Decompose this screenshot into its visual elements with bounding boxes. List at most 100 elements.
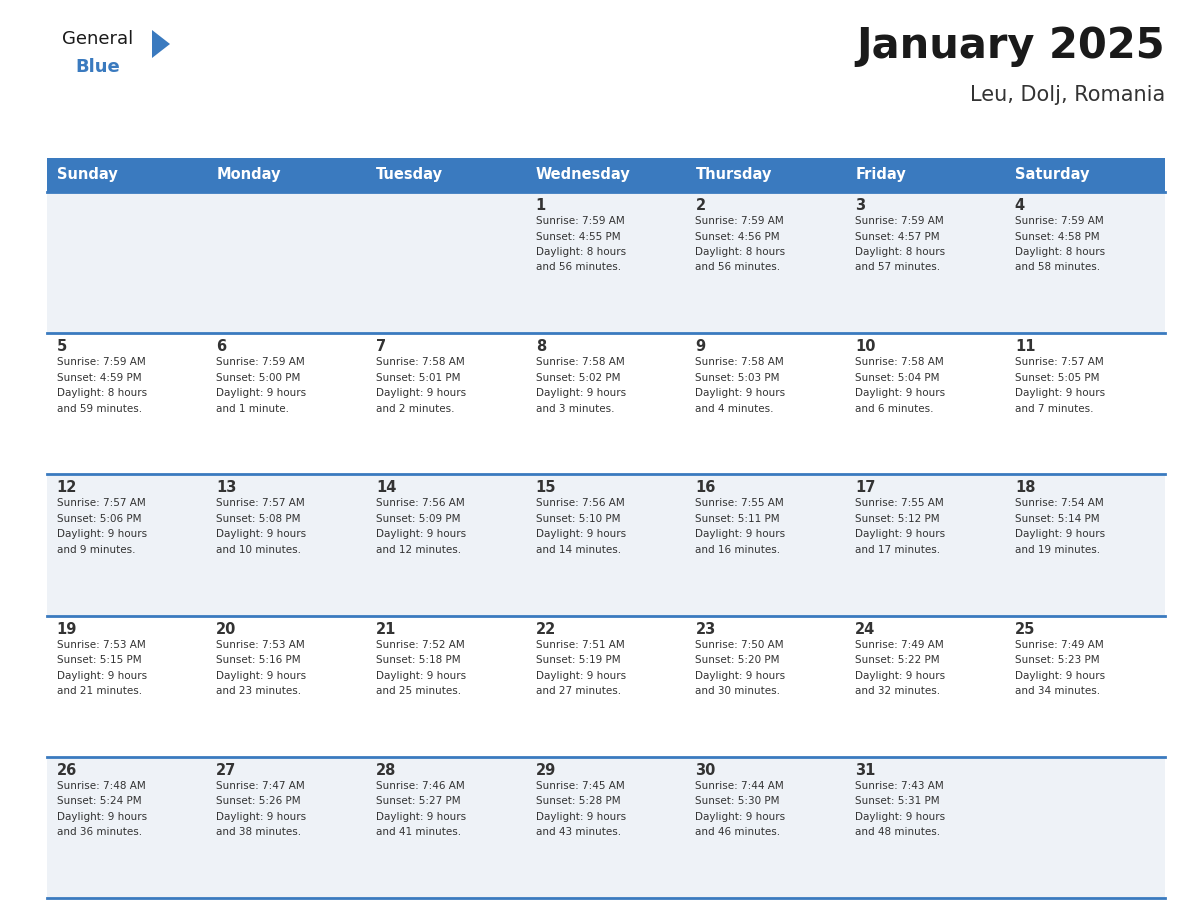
Text: General: General	[62, 30, 133, 48]
Text: 10: 10	[855, 339, 876, 354]
Text: 24: 24	[855, 621, 876, 636]
Text: and 16 minutes.: and 16 minutes.	[695, 545, 781, 554]
Text: Tuesday: Tuesday	[377, 167, 443, 183]
Text: Daylight: 9 hours: Daylight: 9 hours	[1015, 671, 1105, 680]
Bar	[207, 616, 366, 756]
Text: 8: 8	[536, 339, 546, 354]
Bar	[366, 158, 526, 192]
Text: Daylight: 9 hours: Daylight: 9 hours	[536, 671, 626, 680]
Text: and 46 minutes.: and 46 minutes.	[695, 827, 781, 837]
Text: Sunset: 5:03 PM: Sunset: 5:03 PM	[695, 373, 781, 383]
Text: Sunrise: 7:49 AM: Sunrise: 7:49 AM	[1015, 640, 1104, 650]
Text: and 7 minutes.: and 7 minutes.	[1015, 404, 1093, 414]
Text: Daylight: 9 hours: Daylight: 9 hours	[57, 530, 146, 540]
Text: Sunrise: 7:59 AM: Sunrise: 7:59 AM	[57, 357, 145, 367]
Text: 29: 29	[536, 763, 556, 778]
Text: Sunset: 5:05 PM: Sunset: 5:05 PM	[1015, 373, 1099, 383]
Text: 4: 4	[1015, 198, 1025, 213]
Bar	[685, 756, 846, 898]
Text: Sunrise: 7:44 AM: Sunrise: 7:44 AM	[695, 781, 784, 790]
Text: Daylight: 9 hours: Daylight: 9 hours	[695, 530, 785, 540]
Text: 12: 12	[57, 480, 77, 496]
Text: Daylight: 9 hours: Daylight: 9 hours	[57, 812, 146, 822]
Text: and 27 minutes.: and 27 minutes.	[536, 686, 621, 696]
Text: Sunset: 5:09 PM: Sunset: 5:09 PM	[377, 514, 461, 524]
Text: Sunset: 5:06 PM: Sunset: 5:06 PM	[57, 514, 141, 524]
Text: Sunset: 4:55 PM: Sunset: 4:55 PM	[536, 231, 620, 241]
Text: and 38 minutes.: and 38 minutes.	[216, 827, 302, 837]
Text: Sunset: 4:58 PM: Sunset: 4:58 PM	[1015, 231, 1099, 241]
Bar	[526, 192, 685, 333]
Text: and 57 minutes.: and 57 minutes.	[855, 263, 940, 273]
Text: Daylight: 8 hours: Daylight: 8 hours	[855, 247, 946, 257]
Bar	[366, 756, 526, 898]
Text: 16: 16	[695, 480, 716, 496]
Text: Sunrise: 7:59 AM: Sunrise: 7:59 AM	[695, 216, 784, 226]
Text: and 25 minutes.: and 25 minutes.	[377, 686, 461, 696]
Text: Sunset: 5:04 PM: Sunset: 5:04 PM	[855, 373, 940, 383]
Text: and 36 minutes.: and 36 minutes.	[57, 827, 141, 837]
Text: Sunrise: 7:46 AM: Sunrise: 7:46 AM	[377, 781, 465, 790]
Text: Sunrise: 7:58 AM: Sunrise: 7:58 AM	[695, 357, 784, 367]
Text: Daylight: 9 hours: Daylight: 9 hours	[1015, 388, 1105, 398]
Text: Sunset: 5:01 PM: Sunset: 5:01 PM	[377, 373, 461, 383]
Text: Sunset: 5:31 PM: Sunset: 5:31 PM	[855, 796, 940, 806]
Bar	[846, 333, 1005, 475]
Text: 31: 31	[855, 763, 876, 778]
Text: 5: 5	[57, 339, 67, 354]
Text: Daylight: 9 hours: Daylight: 9 hours	[536, 812, 626, 822]
Text: and 58 minutes.: and 58 minutes.	[1015, 263, 1100, 273]
Text: Sunrise: 7:59 AM: Sunrise: 7:59 AM	[536, 216, 625, 226]
Bar	[207, 475, 366, 616]
Text: and 56 minutes.: and 56 minutes.	[695, 263, 781, 273]
Bar	[1005, 333, 1165, 475]
Text: 30: 30	[695, 763, 716, 778]
Bar	[366, 192, 526, 333]
Bar	[48, 616, 207, 756]
Text: Daylight: 9 hours: Daylight: 9 hours	[216, 812, 307, 822]
Bar	[48, 475, 207, 616]
Text: Sunset: 4:56 PM: Sunset: 4:56 PM	[695, 231, 781, 241]
Text: Sunrise: 7:54 AM: Sunrise: 7:54 AM	[1015, 498, 1104, 509]
Text: Sunset: 5:08 PM: Sunset: 5:08 PM	[216, 514, 301, 524]
Text: Daylight: 9 hours: Daylight: 9 hours	[536, 530, 626, 540]
Text: Sunset: 5:11 PM: Sunset: 5:11 PM	[695, 514, 781, 524]
Text: Sunset: 5:23 PM: Sunset: 5:23 PM	[1015, 655, 1099, 666]
Text: 14: 14	[377, 480, 397, 496]
Bar	[366, 333, 526, 475]
Text: Daylight: 8 hours: Daylight: 8 hours	[695, 247, 785, 257]
Text: Daylight: 9 hours: Daylight: 9 hours	[855, 388, 946, 398]
Bar	[685, 475, 846, 616]
Bar	[685, 333, 846, 475]
Text: 6: 6	[216, 339, 227, 354]
Text: and 23 minutes.: and 23 minutes.	[216, 686, 302, 696]
Text: Daylight: 9 hours: Daylight: 9 hours	[377, 530, 466, 540]
Text: Daylight: 9 hours: Daylight: 9 hours	[855, 530, 946, 540]
Text: Sunday: Sunday	[57, 167, 118, 183]
Text: Saturday: Saturday	[1015, 167, 1089, 183]
Text: and 59 minutes.: and 59 minutes.	[57, 404, 141, 414]
Text: and 43 minutes.: and 43 minutes.	[536, 827, 621, 837]
Text: 13: 13	[216, 480, 236, 496]
Text: 20: 20	[216, 621, 236, 636]
Bar	[366, 475, 526, 616]
Text: Monday: Monday	[216, 167, 280, 183]
Text: Daylight: 9 hours: Daylight: 9 hours	[377, 671, 466, 680]
Text: Daylight: 9 hours: Daylight: 9 hours	[855, 671, 946, 680]
Text: Sunrise: 7:56 AM: Sunrise: 7:56 AM	[536, 498, 625, 509]
Text: Sunset: 5:00 PM: Sunset: 5:00 PM	[216, 373, 301, 383]
Text: Daylight: 9 hours: Daylight: 9 hours	[1015, 530, 1105, 540]
Text: and 10 minutes.: and 10 minutes.	[216, 545, 302, 554]
Text: Sunset: 4:59 PM: Sunset: 4:59 PM	[57, 373, 141, 383]
Text: Sunrise: 7:58 AM: Sunrise: 7:58 AM	[377, 357, 465, 367]
Text: Daylight: 9 hours: Daylight: 9 hours	[377, 812, 466, 822]
Bar	[685, 616, 846, 756]
Text: and 12 minutes.: and 12 minutes.	[377, 545, 461, 554]
Bar	[48, 756, 207, 898]
Text: Wednesday: Wednesday	[536, 167, 631, 183]
Text: and 34 minutes.: and 34 minutes.	[1015, 686, 1100, 696]
Text: 22: 22	[536, 621, 556, 636]
Text: and 19 minutes.: and 19 minutes.	[1015, 545, 1100, 554]
Text: Sunset: 5:24 PM: Sunset: 5:24 PM	[57, 796, 141, 806]
Bar	[1005, 756, 1165, 898]
